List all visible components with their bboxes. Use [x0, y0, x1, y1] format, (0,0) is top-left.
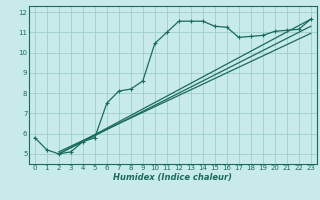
X-axis label: Humidex (Indice chaleur): Humidex (Indice chaleur) [113, 173, 232, 182]
